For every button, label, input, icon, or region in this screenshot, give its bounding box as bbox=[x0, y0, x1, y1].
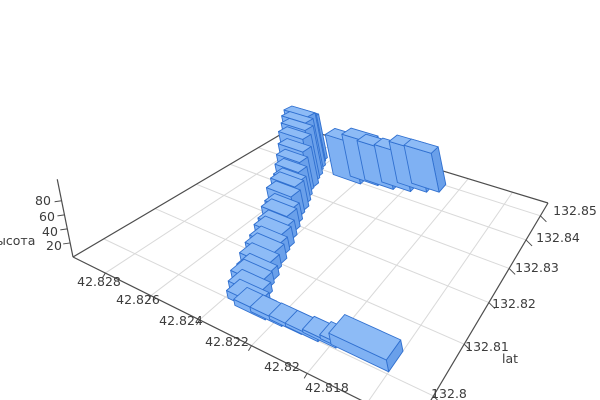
x-tick-label: 42.828 bbox=[77, 274, 121, 289]
bar-top-face bbox=[260, 198, 298, 218]
y-grid-line bbox=[154, 208, 465, 345]
bar-top-face bbox=[328, 314, 402, 361]
z-tick-label: 40 bbox=[42, 224, 58, 239]
y-tick-label: 132.8 bbox=[431, 386, 467, 400]
y-tick-label: 132.85 bbox=[553, 203, 597, 218]
bar-top-face bbox=[265, 180, 301, 198]
y-tick-label: 132.81 bbox=[465, 339, 509, 354]
x-tick-label: 42.822 bbox=[205, 334, 249, 349]
z-tick-mark bbox=[63, 242, 71, 245]
z-tick-mark bbox=[57, 214, 65, 217]
bar-top-face bbox=[403, 138, 439, 154]
x-tick-mark bbox=[196, 319, 200, 326]
z-tick-mark bbox=[60, 228, 68, 231]
z-tick-label: 20 bbox=[46, 238, 62, 253]
bar-top-face bbox=[274, 157, 308, 173]
x-axis-line bbox=[72, 256, 363, 400]
y-tick-mark bbox=[508, 268, 516, 275]
x-tick-label: 42.818 bbox=[305, 380, 349, 395]
z-tick-label: 80 bbox=[35, 193, 51, 208]
y-axis-label: lat bbox=[502, 351, 518, 366]
x-tick-mark bbox=[101, 272, 106, 279]
z-tick-mark bbox=[54, 200, 62, 203]
back-left-edge bbox=[72, 125, 296, 258]
y-tick-mark bbox=[540, 215, 547, 223]
y-tick-mark bbox=[433, 395, 439, 400]
z-tick-label: 60 bbox=[39, 209, 55, 224]
bar-top-face bbox=[277, 138, 312, 153]
x-tick-mark bbox=[248, 345, 252, 351]
y-tick-label: 132.83 bbox=[515, 260, 559, 275]
z-axis-line bbox=[56, 179, 74, 258]
y-tick-mark bbox=[525, 239, 533, 247]
y-tick-mark bbox=[463, 343, 471, 351]
x-tick-label: 42.824 bbox=[159, 313, 203, 328]
y-tick-mark bbox=[488, 302, 496, 309]
x-tick-mark bbox=[147, 295, 152, 301]
x-tick-label: 42.82 bbox=[264, 359, 300, 374]
y-tick-label: 132.84 bbox=[536, 230, 580, 245]
x-tick-label: 42.826 bbox=[116, 292, 160, 307]
bar-top-face bbox=[275, 148, 309, 164]
z-axis-label: высота bbox=[0, 233, 35, 248]
bar-top-face bbox=[280, 117, 314, 131]
y-tick-label: 132.82 bbox=[492, 296, 536, 311]
bar-top-face bbox=[278, 126, 312, 140]
bar-top-face bbox=[270, 171, 305, 188]
x-tick-mark bbox=[303, 373, 308, 379]
y-grid-line bbox=[196, 183, 490, 304]
